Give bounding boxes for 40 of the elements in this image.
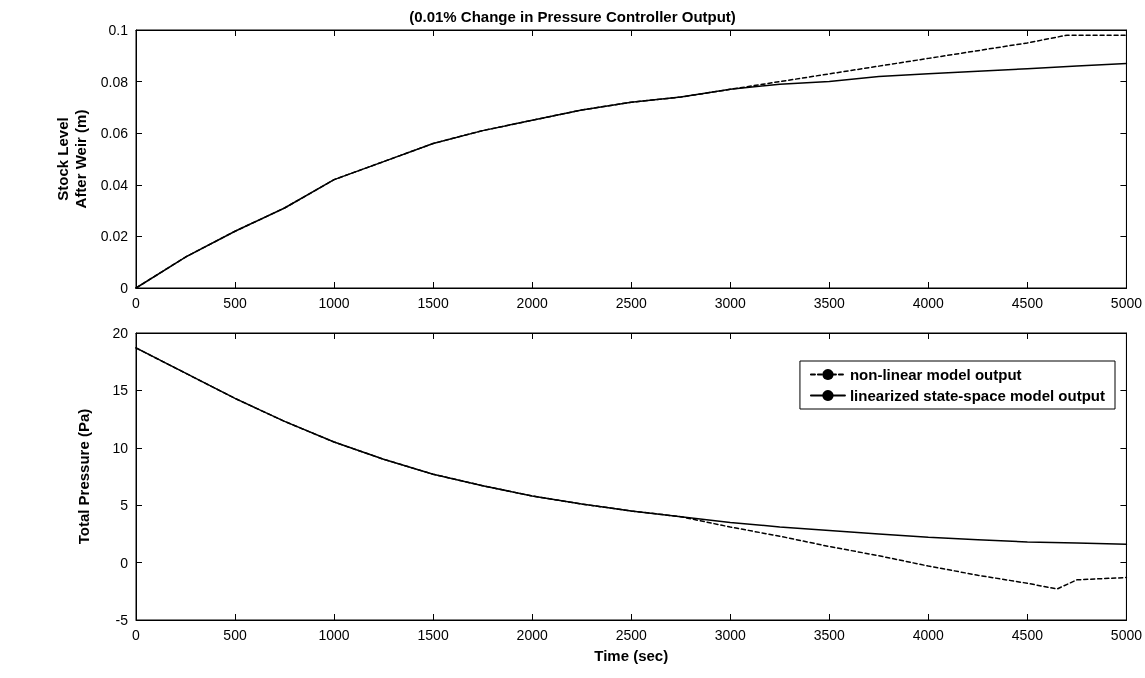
y-tick-label: 0 <box>120 280 129 296</box>
x-tick-label: 3500 <box>813 627 846 643</box>
x-tick-label: 5000 <box>1110 627 1143 643</box>
y-tick-label: 0.02 <box>100 228 129 245</box>
legend-label: non-linear model output <box>849 366 1022 383</box>
x-tick-label: 2000 <box>516 627 548 643</box>
y-tick-label: 0.1 <box>108 22 129 38</box>
y-axis-title: Total Pressure (Pa) <box>74 408 92 545</box>
x-tick-label: 1000 <box>318 295 350 311</box>
y-tick-label: -5 <box>115 612 129 628</box>
x-tick-label: 0 <box>132 295 141 311</box>
x-tick-label: 0 <box>132 627 141 643</box>
y-axis-title: Stock Level After Weir (m) <box>54 109 90 209</box>
chart-title: (0.01% Change in Pressure Controller Output) <box>409 8 736 25</box>
x-axis-title: Time (sec) <box>594 647 669 665</box>
y-tick-label: 10 <box>112 439 129 456</box>
x-tick-label: 3000 <box>714 295 747 311</box>
y-tick-label: 0 <box>120 554 129 571</box>
x-tick-label: 2000 <box>516 295 548 311</box>
legend-label: linearized state-space model output <box>849 387 1106 404</box>
y-tick-label: 0.06 <box>100 125 129 142</box>
x-tick-label: 5000 <box>1110 295 1143 311</box>
x-tick-label: 1500 <box>417 295 449 311</box>
x-tick-label: 2500 <box>615 627 647 643</box>
x-tick-label: 3500 <box>813 295 846 311</box>
x-tick-label: 1500 <box>417 627 449 643</box>
y-tick-label: 20 <box>112 325 129 341</box>
y-tick-label: 0.08 <box>100 73 129 90</box>
x-tick-label: 500 <box>223 295 247 311</box>
y-tick-label: 5 <box>120 497 129 514</box>
y-tick-label: 15 <box>112 382 129 399</box>
x-tick-label: 3000 <box>714 627 747 643</box>
x-tick-label: 4500 <box>1011 627 1044 643</box>
x-tick-label: 2500 <box>615 295 647 311</box>
x-tick-label: 500 <box>223 627 247 643</box>
y-tick-label: 0.04 <box>100 176 129 193</box>
x-tick-label: 1000 <box>318 627 350 643</box>
x-tick-label: 4000 <box>912 627 945 643</box>
x-tick-label: 4000 <box>912 295 945 311</box>
x-tick-label: 4500 <box>1011 295 1044 311</box>
